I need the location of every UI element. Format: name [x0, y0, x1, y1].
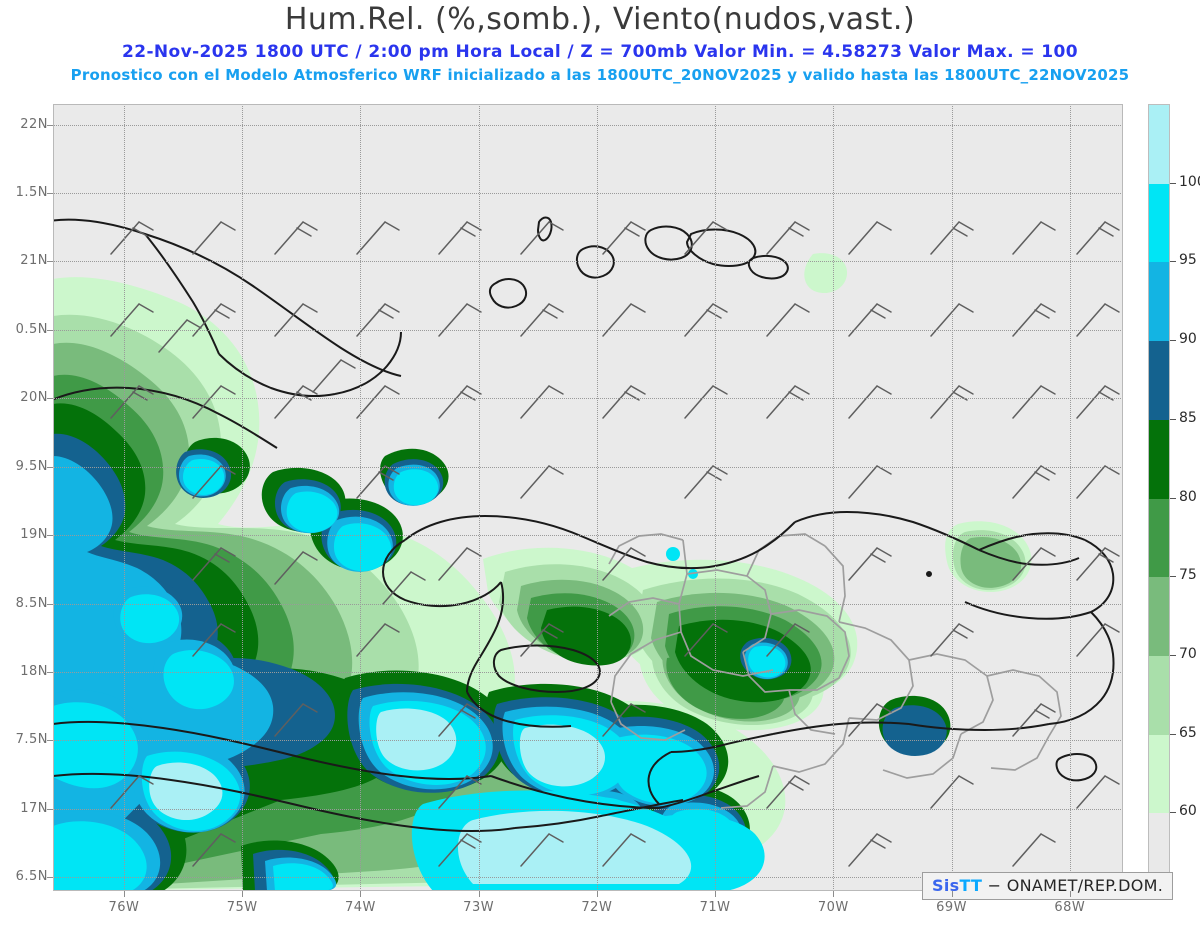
- ytick-17.5N: [47, 740, 53, 742]
- colorbar-tick-70: [1170, 654, 1176, 656]
- colorbar-label-75: 75: [1179, 567, 1197, 584]
- weather-map-canvas: [53, 104, 1123, 891]
- colorbar[interactable]: [1148, 104, 1170, 893]
- colorbar-label-60: 60: [1179, 803, 1197, 820]
- xtick-label-72W: 72W: [581, 900, 613, 915]
- ytick-label-17.5N: 7.5N: [15, 732, 48, 748]
- xtick-label-73W: 73W: [463, 900, 495, 915]
- xtick-75W: [242, 891, 244, 897]
- xtick-71W: [715, 891, 717, 897]
- ytick-21N: [47, 261, 53, 263]
- colorbar-band-85-90: [1149, 341, 1169, 421]
- ytick-label-19.5N: 9.5N: [15, 458, 48, 474]
- xtick-label-70W: 70W: [817, 900, 849, 915]
- colorbar-band-90-95: [1149, 262, 1169, 342]
- colorbar-tick-85: [1170, 418, 1176, 420]
- colorbar-label-85: 85: [1179, 409, 1197, 426]
- colorbar-label-65: 65: [1179, 724, 1197, 741]
- colorbar-label-90: 90: [1179, 331, 1197, 348]
- xtick-76W: [123, 891, 125, 897]
- xtick-69W: [951, 891, 953, 897]
- ytick-22N: [47, 124, 53, 126]
- xtick-label-71W: 71W: [699, 900, 731, 915]
- ytick-label-21.5N: 1.5N: [15, 184, 48, 200]
- xtick-73W: [478, 891, 480, 897]
- ytick-label-20N: 20N: [20, 390, 48, 406]
- xtick-label-75W: 75W: [226, 900, 258, 915]
- colorbar-tick-65: [1170, 733, 1176, 735]
- chart-header: Hum.Rel. (%,somb.), Viento(nudos,vast.) …: [0, 0, 1200, 95]
- colorbar-band-60-65: [1149, 734, 1169, 814]
- xtick-label-76W: 76W: [108, 900, 140, 915]
- ytick-18.5N: [47, 603, 53, 605]
- ytick-label-16.5N: 6.5N: [15, 869, 48, 885]
- colorbar-band-75-80: [1149, 498, 1169, 578]
- ytick-17N: [47, 808, 53, 810]
- colorbar-tick-60: [1170, 812, 1176, 814]
- xtick-72W: [596, 891, 598, 897]
- ytick-label-19N: 19N: [20, 527, 48, 543]
- ytick-label-18N: 18N: [20, 664, 48, 679]
- xtick-label-68W: 68W: [1054, 900, 1086, 915]
- ytick-label-21N: 21N: [20, 253, 48, 269]
- ytick-19.5N: [47, 466, 53, 468]
- ytick-20N: [47, 398, 53, 400]
- ytick-20.5N: [47, 329, 53, 331]
- colorbar-band-70-75: [1149, 577, 1169, 657]
- colorbar-band-95-100: [1149, 183, 1169, 263]
- colorbar-band-80-85: [1149, 419, 1169, 499]
- xtick-label-69W: 69W: [936, 900, 968, 915]
- logo-tt-text: TT: [959, 876, 983, 895]
- xtick-label-74W: 74W: [344, 900, 376, 915]
- colorbar-tick-95: [1170, 261, 1176, 263]
- xtick-68W: [1069, 891, 1071, 897]
- ytick-18N: [47, 672, 53, 673]
- forecast-meta-line: 22-Nov-2025 1800 UTC / 2:00 pm Hora Loca…: [122, 42, 1078, 62]
- logo-suffix-text: − ONAMET/REP.DOM.: [987, 876, 1164, 895]
- onamet-logo: SisTT − ONAMET/REP.DOM.: [922, 872, 1174, 900]
- colorbar-tick-100: [1170, 182, 1176, 184]
- colorbar-label-70: 70: [1179, 645, 1197, 662]
- xtick-70W: [833, 891, 835, 897]
- ytick-19N: [47, 535, 53, 537]
- xtick-74W: [360, 891, 362, 897]
- model-info-line: Pronostico con el Modelo Atmosferico WRF…: [70, 66, 1130, 84]
- colorbar-tick-90: [1170, 340, 1176, 342]
- coastline-layer: [53, 216, 1115, 832]
- logo-sis-text: Sis: [932, 876, 960, 895]
- ytick-label-22N: 22N: [20, 116, 48, 132]
- page-title: Hum.Rel. (%,somb.), Viento(nudos,vast.): [284, 2, 916, 37]
- colorbar-label-80: 80: [1179, 488, 1197, 505]
- colorbar-band-65-70: [1149, 655, 1169, 736]
- colorbar-label-100: 100: [1179, 173, 1200, 190]
- colorbar-tick-80: [1170, 497, 1176, 499]
- colorbar-label-95: 95: [1179, 252, 1197, 269]
- ytick-label-17N: 17N: [20, 800, 48, 816]
- humidity-shading-layer: [53, 253, 1032, 891]
- ytick-label-18.5N: 8.5N: [15, 595, 48, 611]
- ytick-16.5N: [47, 877, 53, 879]
- map-plot-area[interactable]: [53, 104, 1123, 891]
- colorbar-tick-75: [1170, 576, 1176, 578]
- ytick-21.5N: [47, 192, 53, 194]
- colorbar-band-100-105: [1149, 105, 1169, 185]
- ytick-label-20.5N: 0.5N: [15, 321, 48, 337]
